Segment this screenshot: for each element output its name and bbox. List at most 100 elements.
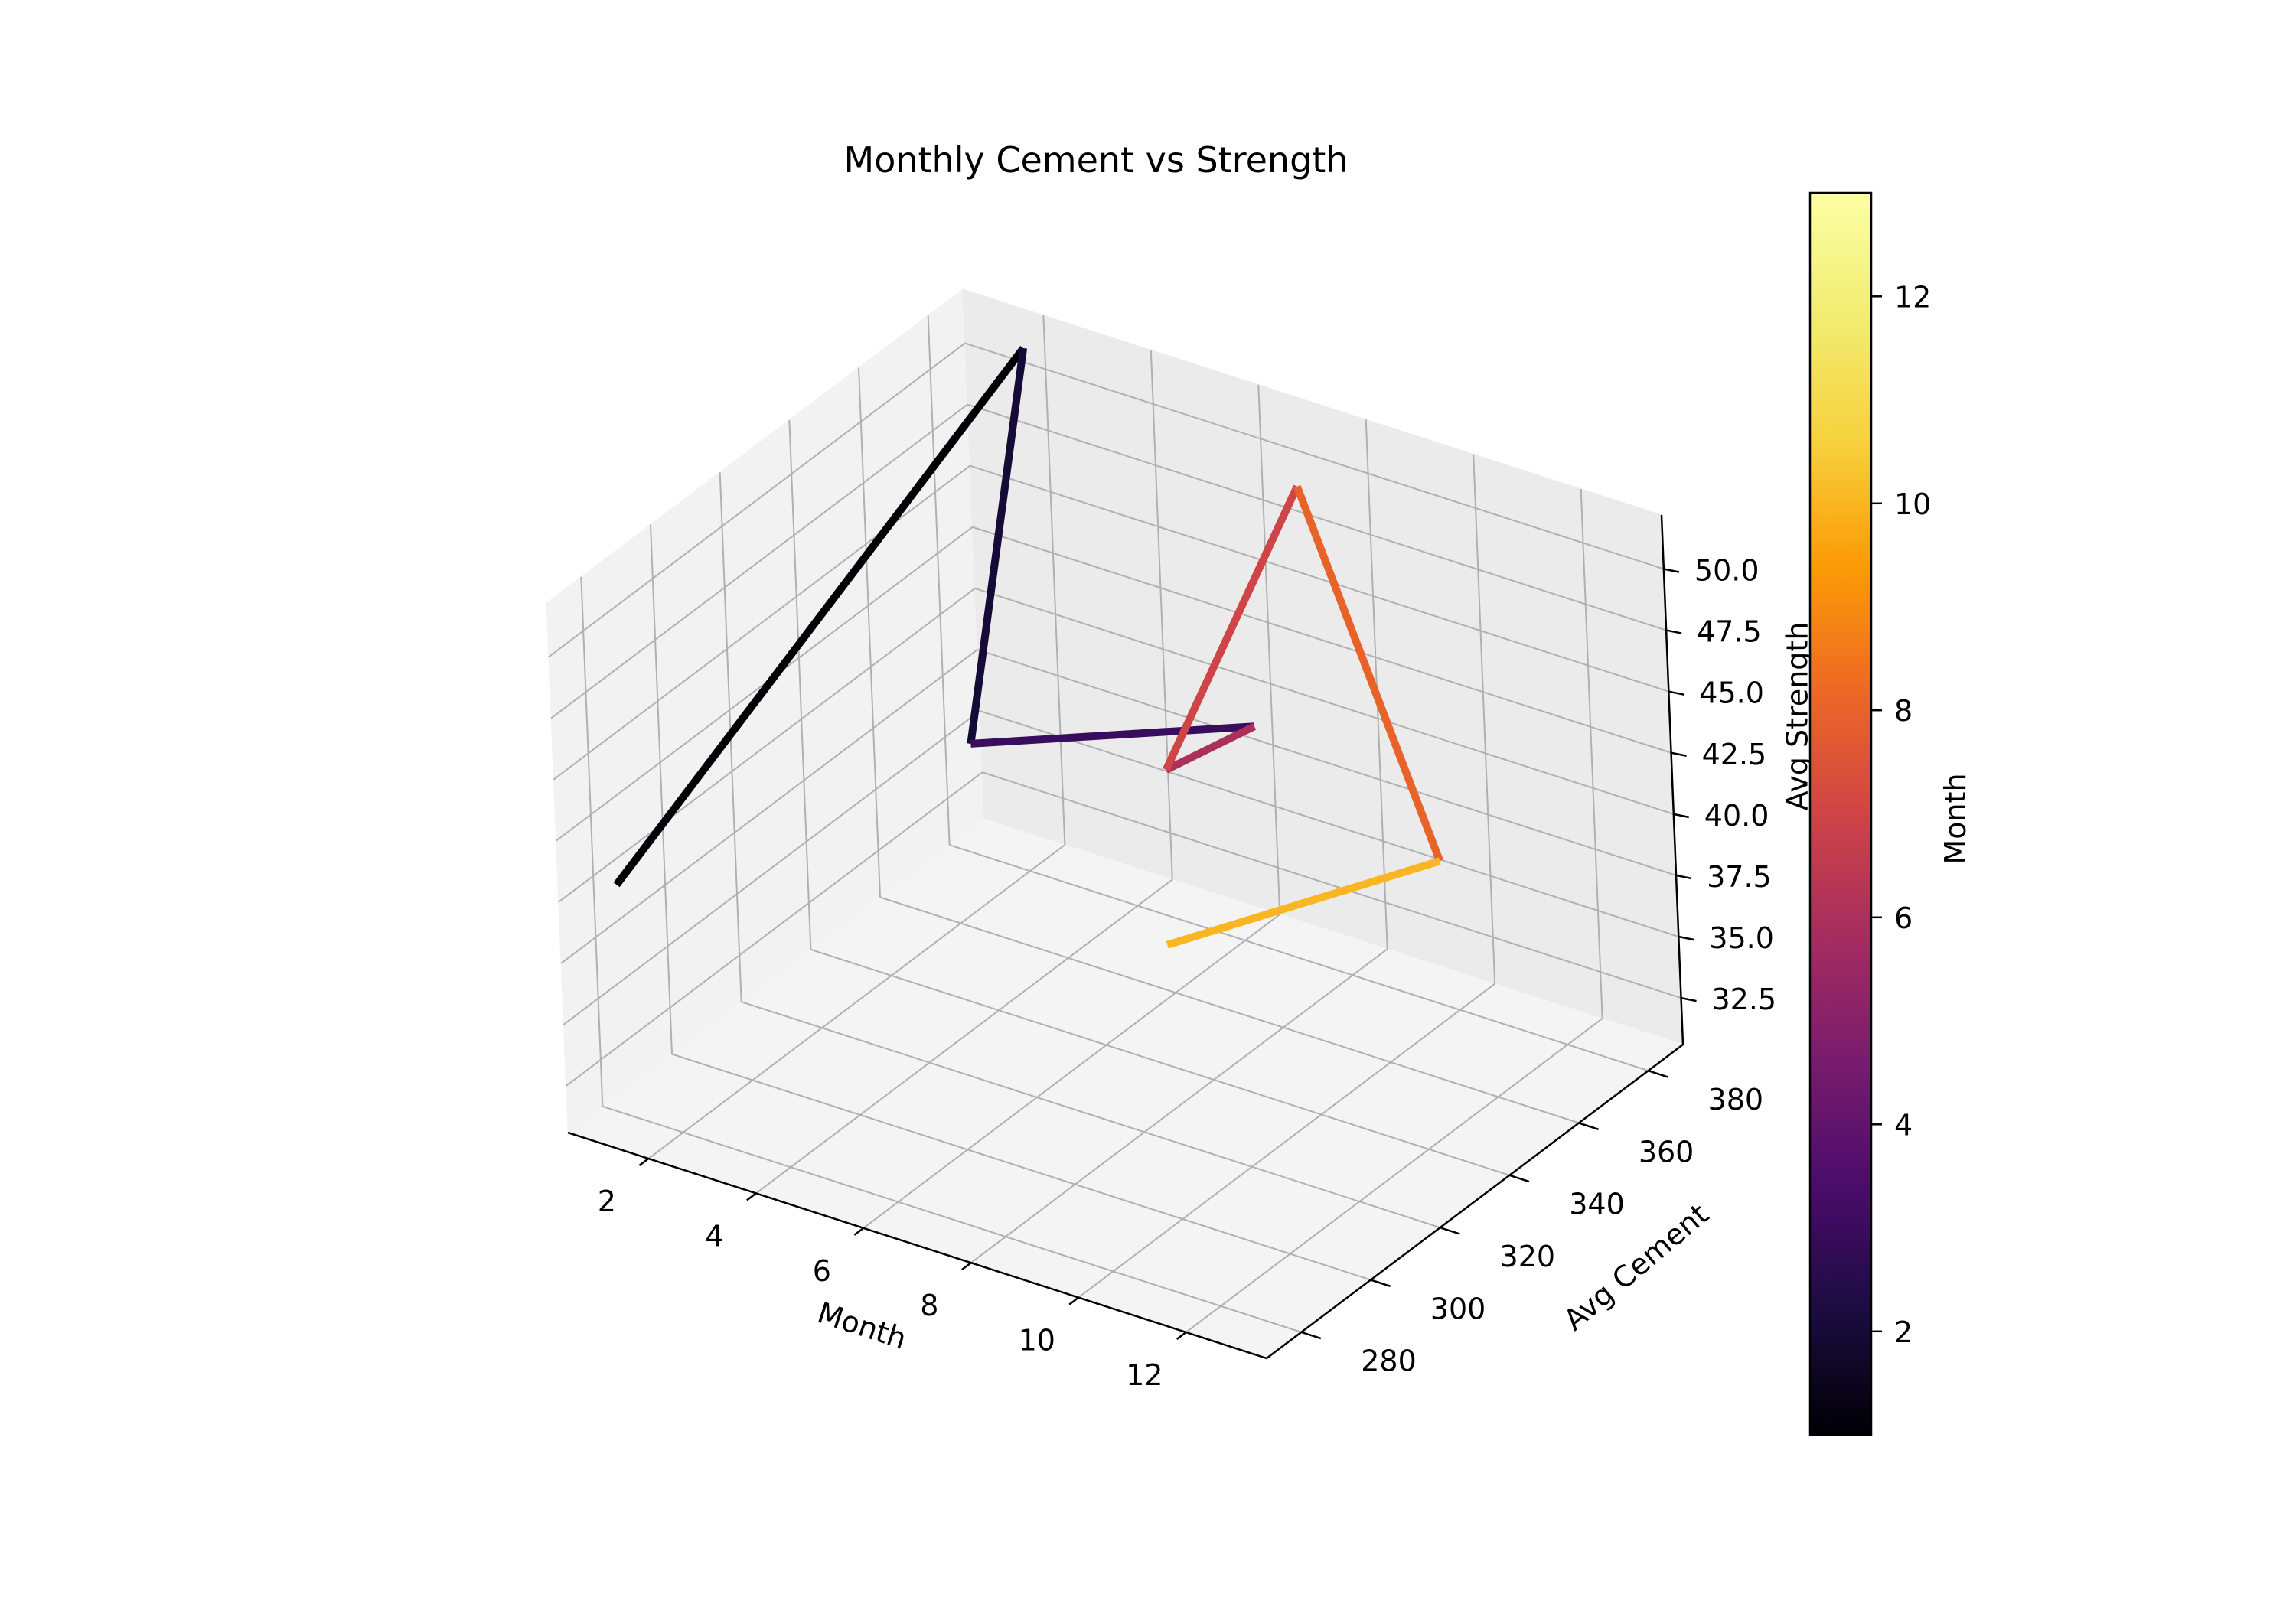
axis-panes	[546, 288, 1684, 1359]
grid-line	[858, 367, 881, 898]
y-tick-label: 340	[1569, 1188, 1625, 1221]
grid-line	[863, 914, 1280, 1229]
x-tick-mark	[1068, 1296, 1079, 1305]
colorbar: 2 4 6 8 10 12	[1808, 191, 1931, 1436]
y-axis-line	[1266, 1044, 1684, 1359]
series-segment	[1163, 484, 1301, 772]
colorbar-tick-label: 6	[1894, 901, 1913, 935]
y-tick-label: 280	[1361, 1345, 1417, 1378]
z-tick-label: 47.5	[1697, 615, 1762, 649]
z-tick-mark	[1668, 690, 1684, 696]
z-tick-mark	[1665, 629, 1682, 634]
grid-line	[974, 587, 1675, 815]
colorbar-label: Month	[1939, 773, 1972, 864]
y-tick-mark	[1370, 1279, 1391, 1287]
grid-line	[1580, 488, 1603, 1019]
y-tick-label: 320	[1500, 1240, 1556, 1273]
grid-line	[1365, 419, 1388, 950]
grid-line	[550, 403, 968, 719]
y-tick-mark	[1578, 1122, 1599, 1130]
z-tick-mark	[1675, 874, 1692, 880]
y-tick-mark	[1300, 1331, 1322, 1340]
z-tick-mark	[1671, 751, 1687, 757]
z-tick-mark	[1663, 568, 1680, 573]
grid-line	[671, 1053, 1371, 1281]
colorbar-tick-label: 12	[1894, 280, 1931, 314]
grid-line	[927, 315, 951, 846]
grid-line	[741, 1001, 1440, 1229]
grid-line	[970, 948, 1388, 1263]
grid-line	[964, 342, 1665, 570]
grid-line	[970, 464, 1669, 693]
grid-line	[580, 576, 604, 1107]
x-tick-label: 10	[1019, 1324, 1055, 1358]
colorbar-tick-label: 8	[1894, 694, 1913, 728]
z-tick-label: 50.0	[1694, 554, 1760, 588]
x-tick-label: 2	[598, 1185, 616, 1218]
x-axis-label: Month	[814, 1296, 911, 1356]
colorbar-tick-label: 10	[1894, 487, 1931, 521]
y-axis-ticks: 280 300 320 340 360 380	[1300, 1069, 1764, 1378]
z-tick-label: 32.5	[1712, 983, 1777, 1016]
grid-line	[810, 948, 1510, 1176]
x-axis-line	[567, 1131, 1267, 1360]
grid-line	[565, 771, 983, 1087]
y-tick-mark	[1440, 1226, 1460, 1235]
z-axis-ticks: 32.5 35.0 37.5 40.0 42.5 45.0 47.5 50.0	[1663, 554, 1777, 1016]
x-tick-label: 4	[705, 1219, 723, 1253]
y-tick-mark	[1508, 1174, 1530, 1183]
series-segment	[1166, 857, 1441, 949]
x-tick-mark	[853, 1227, 865, 1236]
grid-line	[558, 588, 976, 903]
grid-line	[548, 342, 966, 658]
z-tick-mark	[1681, 996, 1697, 1002]
z-tick-label: 45.0	[1699, 676, 1764, 710]
grid-line	[972, 526, 1671, 754]
x-tick-mark	[638, 1158, 650, 1167]
z-axis-label: Avg Strength	[1781, 622, 1815, 811]
colorbar-gradient	[1808, 191, 1873, 1436]
grid-line	[553, 464, 970, 781]
colorbar-tick-label: 4	[1894, 1108, 1913, 1142]
grid-line	[1186, 1018, 1603, 1333]
grid-line	[755, 878, 1173, 1195]
grid-line	[1042, 315, 1066, 846]
series-segment	[1293, 484, 1443, 862]
z-axis-line	[1660, 514, 1684, 1045]
x-tick-mark	[961, 1262, 972, 1271]
grid-line	[949, 844, 1649, 1072]
x-axis-ticks: 2 4 6 8 10 12	[598, 1158, 1187, 1392]
series-segment	[970, 722, 1255, 748]
grid-line	[1150, 350, 1173, 880]
series-segment	[967, 347, 1028, 745]
data-series	[613, 345, 1443, 949]
z-tick-mark	[1678, 935, 1694, 941]
x-tick-label: 12	[1126, 1358, 1163, 1392]
y-tick-label: 380	[1708, 1083, 1764, 1116]
grid-line	[982, 771, 1681, 999]
z-tick-label: 37.5	[1707, 860, 1772, 894]
grid-line	[650, 524, 673, 1054]
grid-line	[647, 844, 1065, 1159]
grid-line	[563, 710, 980, 1025]
x-tick-mark	[1176, 1331, 1187, 1340]
z-tick-label: 40.0	[1704, 799, 1769, 833]
grid-line	[788, 419, 812, 950]
grid-line	[977, 648, 1677, 876]
chart-title: Monthly Cement vs Strength	[844, 139, 1349, 181]
grid-lines	[548, 315, 1681, 1333]
x-tick-label: 6	[813, 1254, 831, 1288]
grid-line	[560, 649, 978, 964]
y-tick-label: 360	[1639, 1135, 1694, 1169]
z-tick-label: 35.0	[1709, 921, 1774, 955]
grid-line	[967, 403, 1667, 631]
x-tick-mark	[746, 1192, 757, 1201]
grid-line	[1473, 454, 1496, 984]
series-segment	[613, 345, 1027, 888]
grid-line	[1257, 384, 1281, 914]
grid-line	[979, 710, 1679, 937]
z-tick-mark	[1673, 813, 1690, 819]
grid-line	[879, 896, 1580, 1124]
grid-line	[602, 1105, 1302, 1333]
